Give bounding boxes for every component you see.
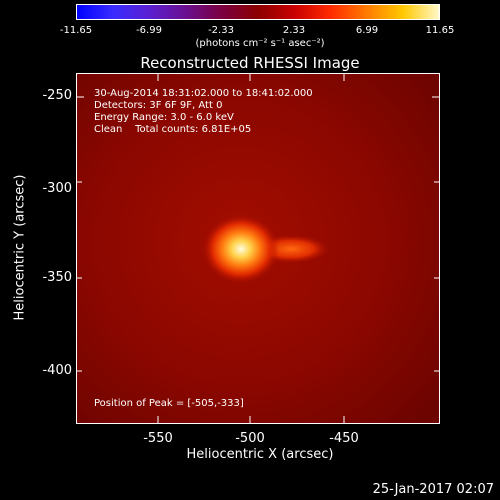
colorbar-tick: -11.65 — [59, 25, 93, 36]
colorbar-tick: 11.65 — [425, 25, 455, 36]
x-tick: -550 — [143, 431, 173, 446]
time-range: 30-Aug-2014 18:31:02.000 to 18:41:02.000 — [94, 88, 313, 99]
x-axis-label: Heliocentric X (arcsec) — [186, 447, 334, 462]
y-tick: -350 — [42, 270, 72, 285]
colorbar-unit: (photons cm⁻² s⁻¹ asec⁻²) — [195, 38, 325, 49]
y-axis-label: Heliocentric Y (arcsec) — [12, 174, 28, 321]
flare-source — [203, 215, 279, 283]
colorbar — [76, 4, 440, 20]
colorbar-tick: -6.99 — [136, 25, 162, 36]
colorbar-tick: -2.33 — [208, 25, 234, 36]
colorbar-tick: 2.33 — [282, 25, 306, 36]
y-tick: -250 — [42, 88, 72, 103]
footer-date: 25-Jan-2017 02:07 — [372, 482, 494, 497]
peak-position: Position of Peak = [-505,-333] — [94, 398, 244, 409]
detectors-info: Detectors: 3F 6F 9F, Att 0 — [94, 100, 223, 111]
x-tick: -500 — [235, 431, 265, 446]
y-tick: -400 — [42, 363, 72, 378]
colorbar-tick: 6.99 — [355, 25, 379, 36]
rhessi-image — [76, 73, 440, 424]
x-tick: -450 — [329, 431, 359, 446]
y-tick: -300 — [42, 181, 72, 196]
energy-range: Energy Range: 3.0 - 6.0 keV — [94, 112, 234, 123]
image-title: Reconstructed RHESSI Image — [140, 54, 360, 72]
clean-counts: Clean Total counts: 6.81E+05 — [94, 124, 252, 135]
